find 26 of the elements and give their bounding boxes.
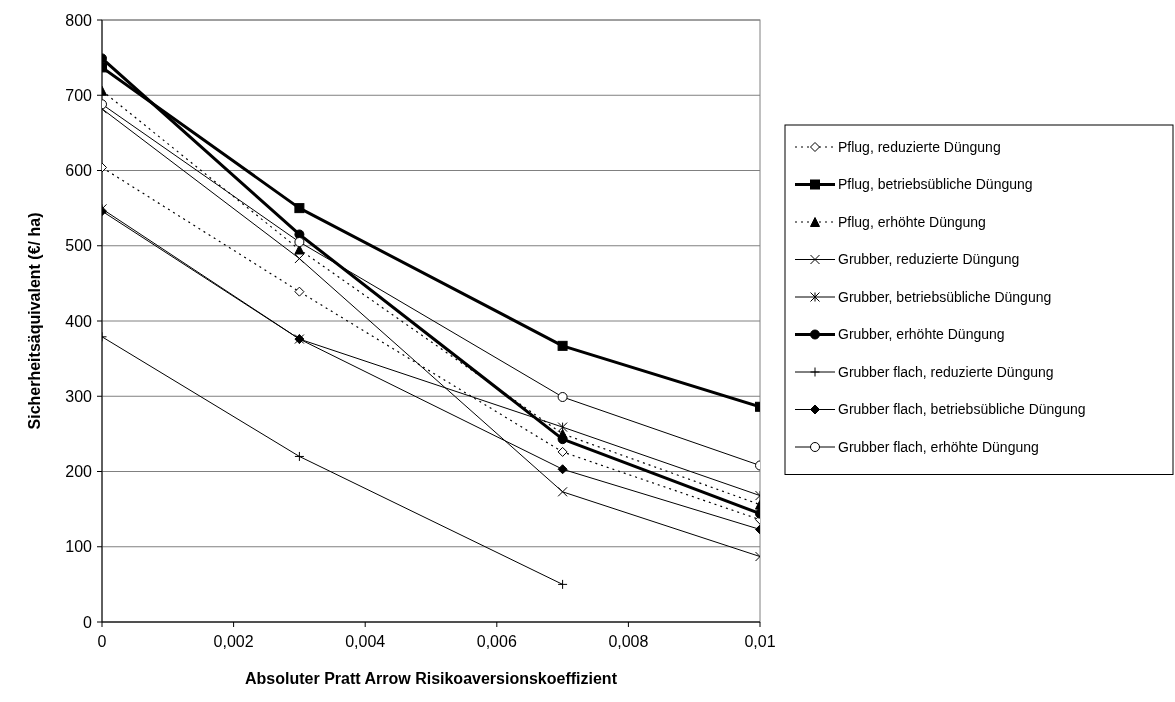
y-tick-label: 300	[65, 387, 93, 405]
y-tick-label: 100	[65, 538, 93, 556]
legend-label: Grubber flach, reduzierte Düngung	[838, 363, 1054, 380]
y-tick-label: 500	[65, 237, 93, 255]
x-axis-title: Absoluter Pratt Arrow Risikoaversionskoeffizient	[245, 670, 618, 687]
legend-label: Pflug, betriebsübliche Düngung	[838, 176, 1033, 193]
legend-label: Grubber flach, erhöhte Düngung	[838, 438, 1039, 455]
y-tick-label: 0	[83, 613, 93, 631]
y-axis-title: Sicherheitsäquivalent (€/ ha)	[26, 212, 43, 430]
y-tick-label: 400	[65, 312, 93, 330]
x-tick-label: 0,01	[744, 633, 776, 650]
x-tick-label: 0,004	[345, 633, 386, 650]
legend-label: Grubber flach, betriebsübliche Düngung	[838, 401, 1086, 418]
legend-label: Pflug, reduzierte Düngung	[838, 138, 1001, 155]
x-tick-label: 0,008	[608, 633, 649, 650]
legend-label: Grubber, reduzierte Düngung	[838, 251, 1020, 268]
x-tick-label: 0,002	[213, 633, 254, 650]
x-tick-label: 0	[97, 633, 107, 650]
y-tick-label: 800	[65, 11, 93, 29]
legend-label: Grubber, erhöhte Düngung	[838, 326, 1005, 343]
y-tick-label: 600	[65, 162, 93, 180]
x-tick-label: 0,006	[476, 633, 517, 650]
legend-label: Pflug, erhöhte Düngung	[838, 213, 986, 230]
legend-label: Grubber, betriebsübliche Düngung	[838, 288, 1052, 305]
y-tick-label: 200	[65, 463, 93, 481]
y-tick-label: 700	[65, 86, 93, 104]
